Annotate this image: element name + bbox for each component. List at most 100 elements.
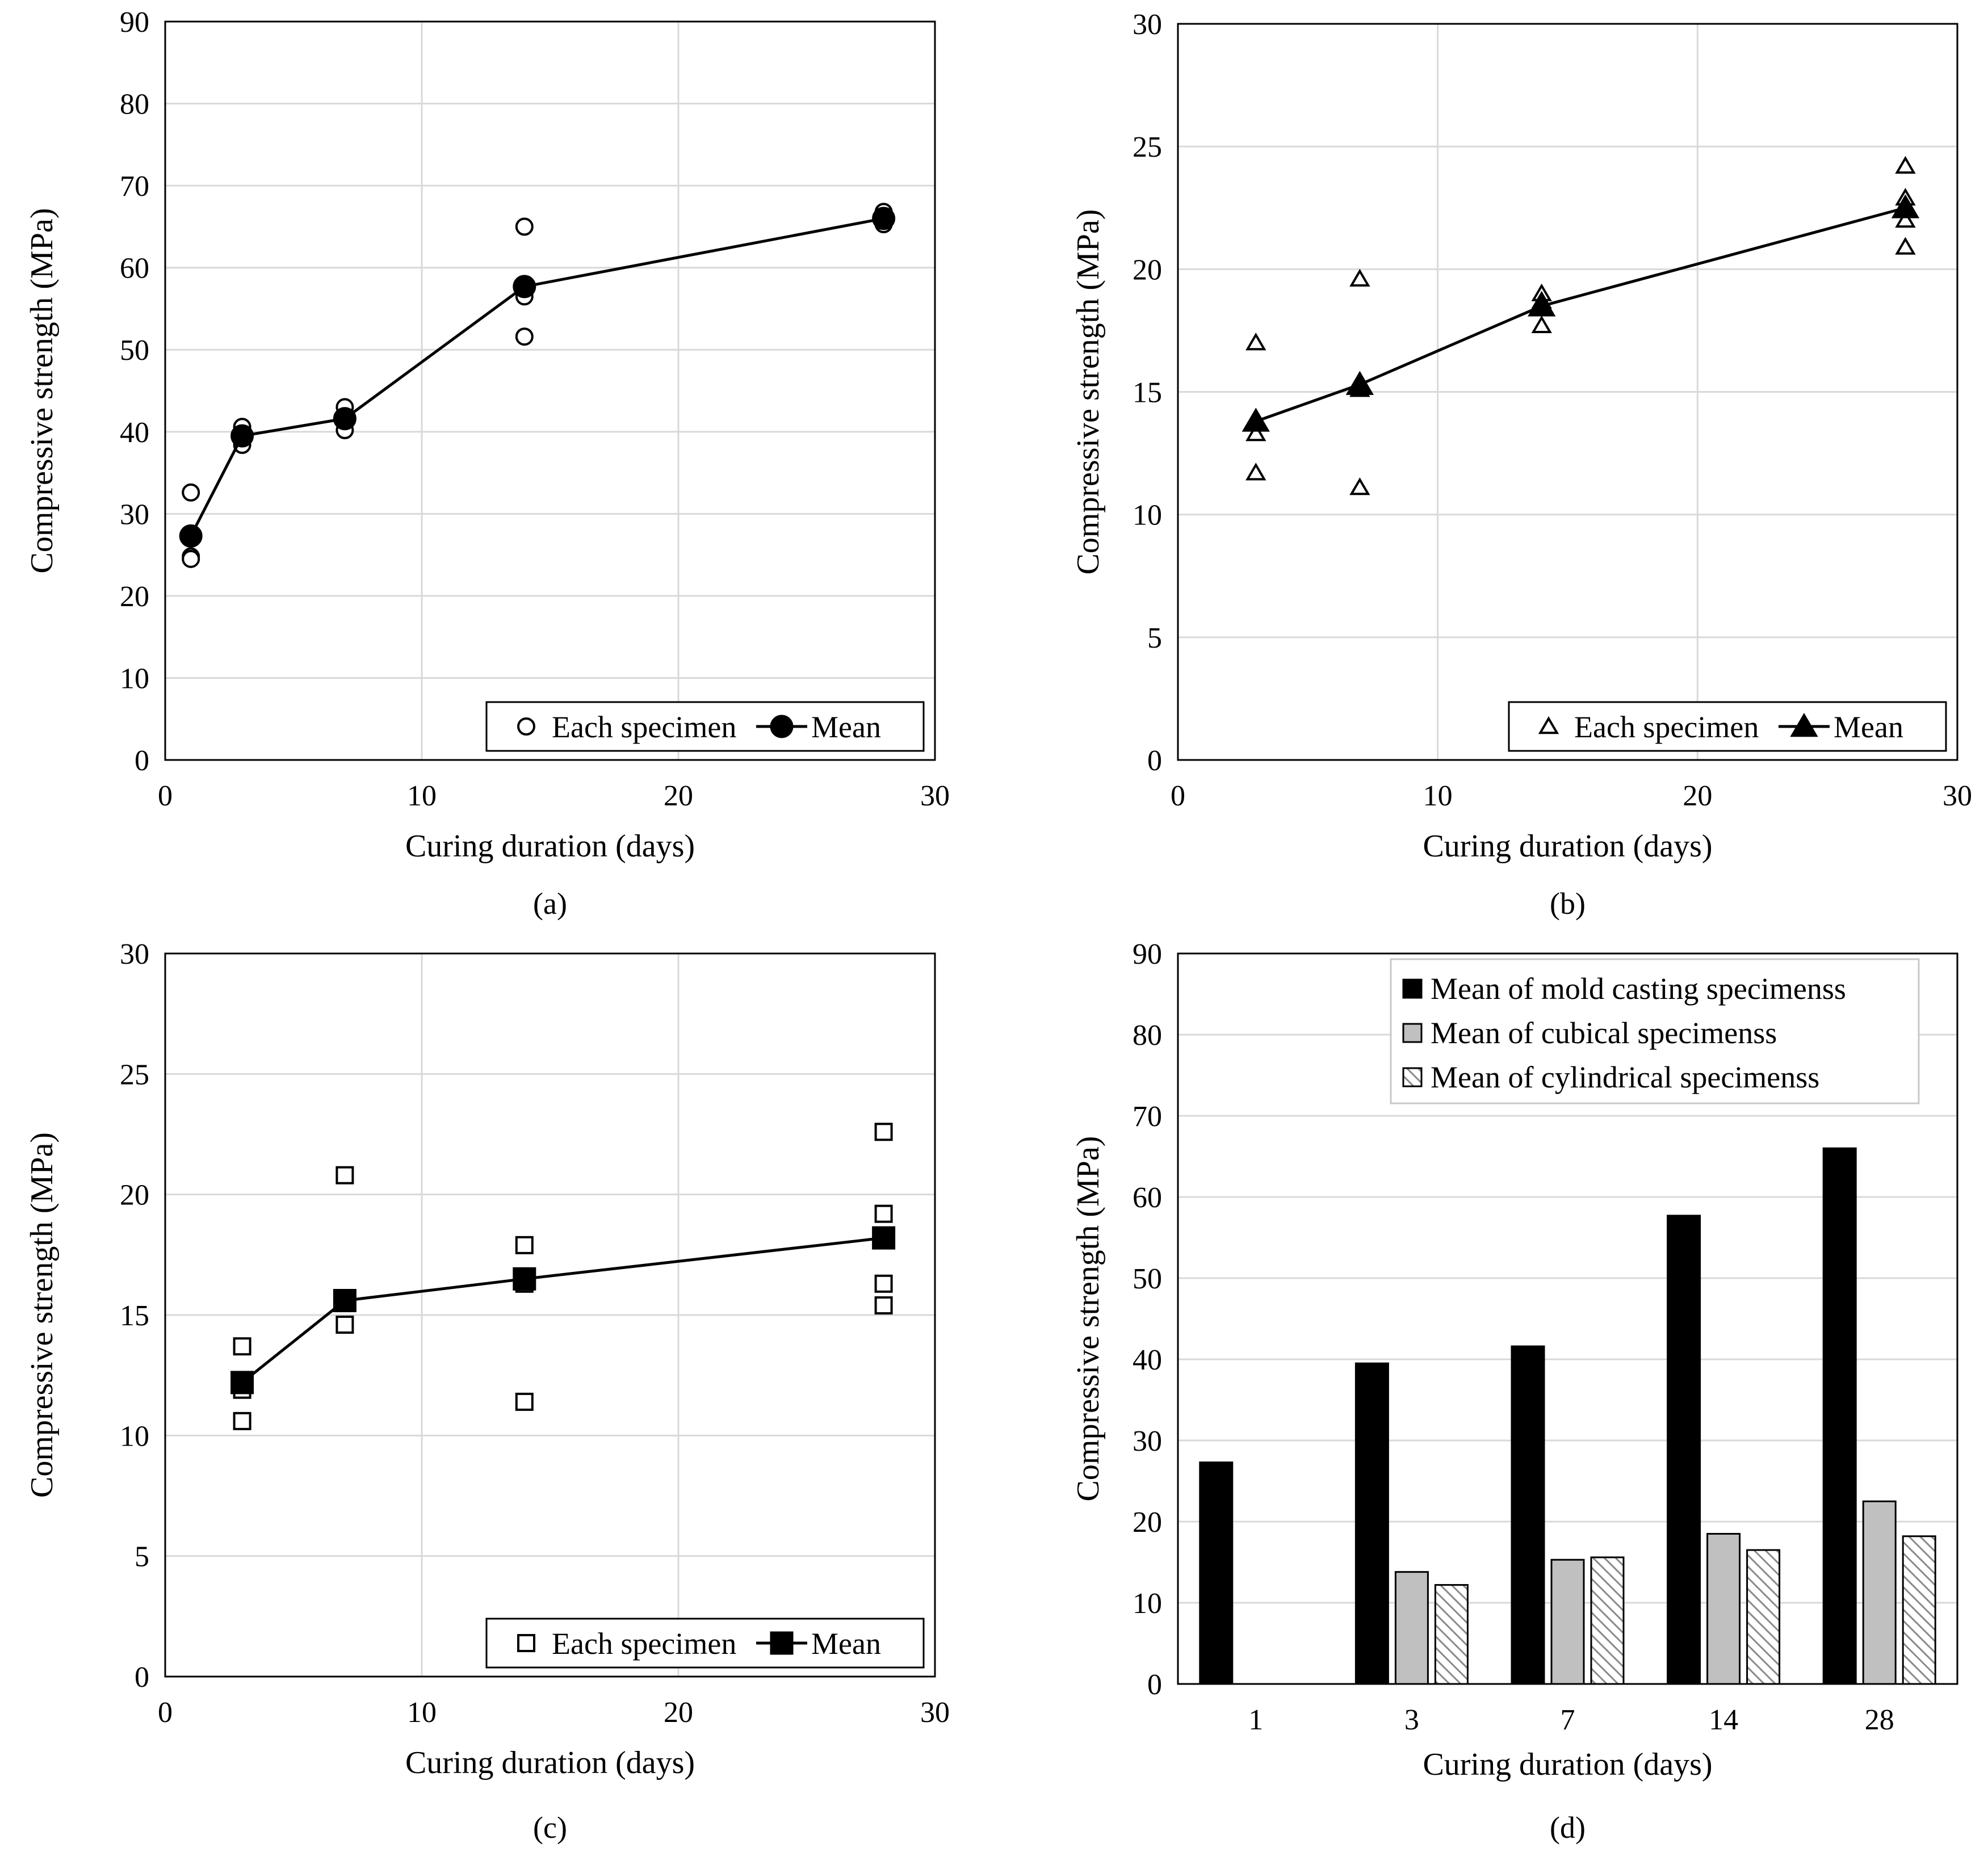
mean-point [872, 207, 896, 230]
y-tick-label: 0 [1147, 1669, 1162, 1701]
y-tick-label: 20 [120, 1179, 149, 1212]
mean-line [1255, 206, 1906, 423]
legend-label: Mean [811, 710, 881, 744]
y-tick-label: 20 [120, 581, 149, 613]
y-tick-label: 60 [1133, 1182, 1162, 1214]
x-tick-label: 0 [158, 1696, 173, 1729]
mean-point [1528, 292, 1556, 317]
mean-point [513, 1267, 536, 1291]
x-tick-label: 0 [158, 780, 173, 812]
x-axis-label: Curing duration (days) [405, 1745, 695, 1780]
y-axis-label: Compressive strength (MPa) [24, 1132, 60, 1498]
plot-area-frame [164, 952, 936, 1678]
legend-swatch [1402, 978, 1423, 999]
specimen-point [1245, 333, 1266, 351]
chart-panel-b: 0 5 10 15 20 25 30 0 10 20 30 Curing duration (days… [1071, 9, 1972, 921]
specimen-point [874, 1123, 893, 1141]
specimen-point [515, 1392, 534, 1411]
bar [1434, 1584, 1469, 1685]
y-tick-label: 20 [1133, 1506, 1162, 1539]
specimen-point [233, 1337, 251, 1356]
x-tick-label: 28 [1865, 1704, 1894, 1736]
y-tick-label: 30 [1133, 9, 1162, 41]
chart-panel-c: 0 5 10 15 20 25 30 0 10 20 30 Curing duration (days… [24, 938, 950, 1845]
x-tick-label: 30 [920, 780, 950, 812]
mean-point [230, 1371, 254, 1394]
mean-line [189, 217, 884, 537]
specimen-point [1245, 423, 1266, 442]
mean-point [1891, 194, 1920, 219]
x-axis-label: Curing duration (days) [1423, 1747, 1712, 1782]
specimen-point [874, 1296, 893, 1315]
specimen-point [1349, 268, 1370, 287]
legend-mean-marker [770, 715, 794, 738]
legend: Each specimen Mean [485, 701, 925, 752]
x-axis-label: Curing duration (days) [405, 829, 695, 864]
y-axis-label: Compressive strength (MPa) [24, 208, 60, 574]
legend-label: Each specimen [552, 1627, 736, 1661]
y-tick-label: 30 [1133, 1425, 1162, 1457]
y-tick-label: 90 [120, 6, 149, 39]
chart-panel-a: 0 10 20 30 40 50 60 70 80 90 0 10 20 30 Curing duratio… [24, 6, 950, 921]
specimen-point [1895, 237, 1916, 255]
y-tick-label: 70 [1133, 1100, 1162, 1133]
legend-swatch [1402, 1067, 1423, 1087]
y-tick-label: 10 [120, 1420, 149, 1452]
y-tick-label: 50 [1133, 1263, 1162, 1295]
x-tick-label: 10 [407, 1696, 437, 1729]
y-axis-label: Compressive strength (MPa) [1071, 209, 1106, 575]
panel-caption: (d) [1550, 1811, 1586, 1845]
plot-area-frame [164, 20, 936, 761]
legend-box [485, 1618, 925, 1669]
mean-point [872, 1226, 896, 1250]
bar [1511, 1345, 1545, 1685]
panel-caption: (a) [533, 887, 567, 921]
legend-label: Mean of cubical specimenss [1431, 1016, 1777, 1050]
bar [1354, 1362, 1389, 1685]
legend-box [485, 701, 925, 752]
plot-area-frame [1177, 23, 1958, 761]
legend-specimen-marker [1538, 716, 1559, 734]
legend-swatch [1402, 1023, 1423, 1043]
bar [1822, 1147, 1857, 1685]
specimen-point [515, 217, 534, 236]
x-tick-label: 3 [1404, 1704, 1419, 1736]
y-tick-label: 5 [1147, 622, 1162, 654]
x-tick-label: 20 [664, 1696, 693, 1729]
specimen-point [233, 1412, 251, 1430]
legend-mean-marker [1790, 713, 1818, 737]
y-tick-label: 0 [135, 1661, 149, 1694]
y-tick-label: 30 [120, 498, 149, 531]
mean-line [241, 1236, 884, 1384]
y-tick-label: 25 [1133, 131, 1162, 163]
legend-label: Mean of mold casting specimenss [1431, 972, 1846, 1006]
mean-point [513, 275, 536, 299]
specimen-point [1895, 156, 1916, 174]
legend-label: Each specimen [1574, 710, 1759, 744]
x-axis-label: Curing duration (days) [1423, 829, 1712, 864]
mean-point [333, 407, 357, 431]
x-tick-label: 7 [1561, 1704, 1575, 1736]
legend-label: Mean of cylindrical specimenss [1431, 1060, 1819, 1094]
y-tick-label: 60 [120, 253, 149, 285]
mean-point [1242, 408, 1270, 432]
legend: Mean of mold casting specimenss Mean of c… [1390, 958, 1920, 1104]
specimen-point [1245, 463, 1266, 481]
specimen-point [1349, 477, 1370, 495]
x-tick-label: 30 [920, 1696, 950, 1729]
y-tick-label: 0 [135, 745, 149, 777]
bar [1199, 1461, 1234, 1685]
y-tick-label: 40 [120, 417, 149, 449]
y-tick-label: 15 [120, 1300, 149, 1332]
specimen-point [1895, 209, 1916, 228]
y-axis-label: Compressive strength (MPa) [1071, 1136, 1106, 1502]
y-tick-label: 0 [1147, 745, 1162, 777]
legend-specimen-marker [517, 717, 535, 736]
y-tick-label: 5 [135, 1541, 149, 1573]
specimen-point [515, 1236, 534, 1254]
mean-point [179, 524, 203, 548]
specimen-point [1531, 315, 1552, 333]
specimen-point [182, 483, 200, 502]
y-tick-label: 15 [1133, 377, 1162, 409]
y-tick-label: 40 [1133, 1344, 1162, 1376]
